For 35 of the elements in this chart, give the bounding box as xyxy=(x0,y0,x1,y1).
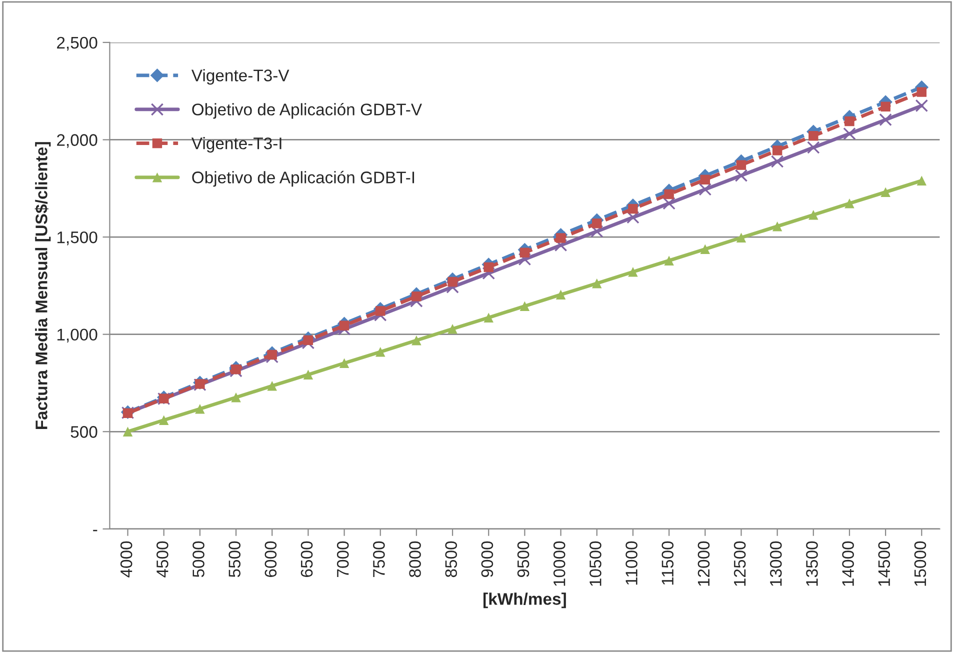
x-tick-label: 13500 xyxy=(806,541,818,586)
x-tick-label: 5000 xyxy=(192,541,204,578)
x-tick-label: 14500 xyxy=(878,541,890,586)
y-axis-title: Factura Media Mensual [US$/cliente] xyxy=(34,142,51,430)
legend-label: Objetivo de Aplicación GDBT-V xyxy=(192,102,422,119)
x-tick-label: 8000 xyxy=(409,541,421,578)
x-tick-label: 5500 xyxy=(228,541,240,578)
x-tick-label: 11000 xyxy=(626,541,638,585)
y-tick-label: 1,500 xyxy=(57,231,98,246)
x-tick-label: 15000 xyxy=(914,541,926,586)
y-tick-label: 500 xyxy=(70,426,98,438)
y-tick-label: 1,000 xyxy=(57,328,98,343)
x-tick-label: 14000 xyxy=(842,541,854,586)
y-tick-label: 2,500 xyxy=(57,36,98,51)
x-tick-label: 10000 xyxy=(553,541,566,586)
x-axis-title: [kWh/mes] xyxy=(484,592,566,608)
x-tick-label: 6000 xyxy=(264,541,277,577)
x-tick-label: 12000 xyxy=(698,541,710,586)
x-tick-label: 12500 xyxy=(734,541,746,586)
legend-label: Vigente-T3-I xyxy=(191,137,282,153)
x-tick-label: 4000 xyxy=(120,541,132,578)
legend-label: Vigente-T3-V xyxy=(191,69,290,85)
x-tick-label: 7500 xyxy=(373,541,385,577)
x-tick-label: 9500 xyxy=(517,541,530,578)
x-tick-label: 10500 xyxy=(590,541,602,586)
x-tick-label: 13000 xyxy=(770,541,782,586)
legend-label: Objetivo de Aplicación GDBT-I xyxy=(192,170,414,187)
x-tick-label: 4500 xyxy=(156,541,168,578)
y-tick-label: 2,000 xyxy=(57,134,98,148)
x-tick-label: 6500 xyxy=(300,541,313,577)
x-tick-label: 11500 xyxy=(662,541,674,585)
y-tick-label: - xyxy=(93,530,98,532)
x-tick-label: 8500 xyxy=(445,541,457,578)
x-tick-label: 9000 xyxy=(481,541,494,578)
x-tick-label: 7000 xyxy=(336,541,349,577)
